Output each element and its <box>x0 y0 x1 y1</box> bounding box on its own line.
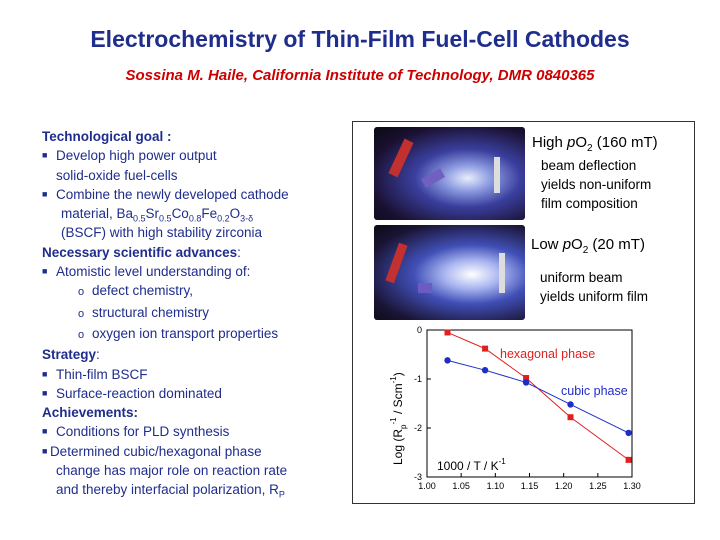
data-point <box>444 357 451 364</box>
square-bullet-icon: ■ <box>42 426 48 437</box>
bullet-continuation: change has major role on reaction rate <box>56 463 288 479</box>
x-axis-label: 1000 / T / K-1 <box>437 457 506 473</box>
data-point <box>567 414 574 421</box>
polarization-chart: 0 -1 -2 -3 1.00 1.05 1.10 1.15 1.20 1.25 1.30 Log… <box>389 325 641 491</box>
bullet-item: ■ Determined cubic/hexagonal phase <box>42 443 262 459</box>
circle-bullet-icon: o <box>78 286 85 299</box>
y-tick-label: -2 <box>414 423 422 433</box>
circle-bullet-icon: o <box>78 328 85 341</box>
sub-bullet-item: o defect chemistry, <box>42 281 342 302</box>
bullet-item: ■ Develop high power output <box>42 146 342 165</box>
bullet-item: ■ Thin-film BSCF <box>42 365 342 384</box>
square-bullet-icon: ■ <box>42 150 48 161</box>
bullet-continuation: solid-oxide fuel-cells <box>56 167 178 183</box>
data-point <box>444 329 451 336</box>
data-point <box>567 401 574 408</box>
left-column: Technological goal : ■ Develop high power… <box>42 127 342 500</box>
bullet-continuation: (BSCF) with high stability zirconia <box>61 225 263 241</box>
data-point <box>482 345 489 352</box>
high-po2-desc-1: beam deflection <box>541 158 637 173</box>
high-po2-desc-3: film composition <box>541 196 638 211</box>
legend-hexagonal: hexagonal phase <box>500 347 595 361</box>
square-bullet-icon: ■ <box>42 188 48 199</box>
x-tick-label: 1.30 <box>623 481 641 491</box>
sub-bullet-item: o oxygen ion transport properties <box>42 324 342 345</box>
nec-adv-heading: Necessary scientific advances: <box>42 244 241 260</box>
square-bullet-icon: ■ <box>42 387 48 398</box>
high-po2-plume-photo <box>374 127 525 220</box>
legend-cubic: cubic phase <box>561 384 628 398</box>
bullet-item: ■ Atomistic level understanding of: <box>42 262 342 281</box>
data-point <box>522 379 530 386</box>
x-tick-label: 1.15 <box>521 481 539 491</box>
low-po2-label: Low pO2 (20 mT) <box>531 236 645 256</box>
x-tick-label: 1.20 <box>555 481 573 491</box>
formula-line: material, Ba0.5Sr0.5Co0.8Fe0.2O3-δ <box>61 206 254 224</box>
x-tick-label: 1.25 <box>589 481 607 491</box>
strategy-heading: Strategy: <box>42 347 100 363</box>
data-point <box>625 456 632 463</box>
high-po2-desc-2: yields non-uniform <box>541 177 652 192</box>
achievements-heading: Achievements: <box>42 405 139 421</box>
tech-goal-heading: Technological goal : <box>42 129 172 144</box>
y-tick-label: 0 <box>417 325 422 335</box>
square-bullet-icon: ■ <box>42 368 48 379</box>
data-point <box>523 375 530 382</box>
square-bullet-icon: ■ <box>42 445 50 456</box>
y-tick-label: -3 <box>414 472 422 482</box>
bullet-item: ■ Combine the newly developed cathode <box>42 185 342 204</box>
results-panel <box>352 121 695 504</box>
circle-bullet-icon: o <box>78 307 85 320</box>
data-point <box>481 366 489 374</box>
square-bullet-icon: ■ <box>42 266 48 277</box>
data-point <box>625 429 632 437</box>
y-axis-label: Log (Rp-1 / Scm-1) <box>389 372 408 465</box>
bullet-item: ■ Conditions for PLD synthesis <box>42 422 342 441</box>
page-title: Electrochemistry of Thin-Film Fuel-Cell … <box>90 26 630 52</box>
page-subtitle: Sossina M. Haile, California Institute o… <box>125 67 595 84</box>
y-tick-label: -1 <box>414 374 422 384</box>
sub-bullet-item: o structural chemistry <box>42 303 342 324</box>
x-tick-label: 1.10 <box>487 481 505 491</box>
high-po2-label: High pO2 (160 mT) <box>532 134 658 154</box>
low-po2-desc-2: yields uniform film <box>540 289 649 304</box>
x-tick-label: 1.00 <box>418 481 436 491</box>
low-po2-plume-photo <box>374 225 525 320</box>
bullet-continuation: and thereby interfacial polarization, RP <box>56 482 285 501</box>
low-po2-desc-1: uniform beam <box>540 270 623 285</box>
x-tick-label: 1.05 <box>452 481 470 491</box>
bullet-item: ■ Surface-reaction dominated <box>42 384 342 403</box>
